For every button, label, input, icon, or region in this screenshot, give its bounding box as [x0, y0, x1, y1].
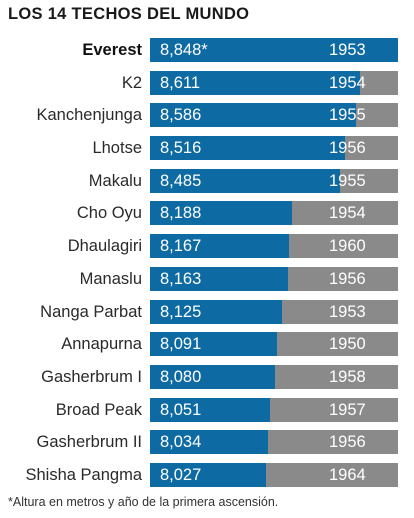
bar-row: Everest 8,848* 1953 [0, 35, 414, 68]
year-label: 1956 [329, 433, 366, 452]
bar-track: 8,091 1950 [150, 332, 398, 357]
bar-row: Gasherbrum II 8,034 1956 [0, 427, 414, 460]
bar-row: K2 8,611 1954 [0, 68, 414, 101]
bar-track: 8,051 1957 [150, 397, 398, 422]
bar-track: 8,167 1960 [150, 234, 398, 259]
bar [150, 299, 283, 324]
footnote: *Altura en metros y año de la primera as… [8, 495, 279, 509]
year-label: 1953 [329, 41, 366, 59]
category-label: K2 [121, 73, 142, 92]
bar-row: Annapurna 8,091 1950 [0, 329, 414, 362]
bar-row: Makalu 8,485 1955 [0, 166, 414, 199]
bar-row: Gasherbrum I 8,080 1958 [0, 362, 414, 395]
bar-row: Nanga Parbat 8,125 1953 [0, 297, 414, 330]
bar-row: Manaslu 8,163 1956 [0, 264, 414, 297]
height-label: 8,125 [160, 302, 202, 321]
bar-row: Lhotse 8,516 1956 [0, 133, 414, 166]
height-label: 8,848* [160, 41, 208, 59]
bar [150, 38, 398, 62]
year-label: 1955 [329, 171, 366, 190]
bar-rows: Everest 8,848* 1953 K2 8,611 1954 Kanchenjunga… [0, 35, 414, 493]
bar-track: 8,848* 1953 [150, 38, 398, 62]
bar [150, 136, 345, 161]
bar-track: 8,611 1954 [150, 70, 398, 95]
category-label: Shisha Pangma [25, 465, 143, 484]
year-label: 1956 [329, 139, 366, 158]
height-label: 8,091 [160, 335, 202, 354]
year-label: 1964 [329, 465, 366, 484]
bar-row: Broad Peak 8,051 1957 [0, 395, 414, 428]
bar-row: Shisha Pangma 8,027 1964 [0, 460, 414, 493]
bar-track: 8,188 1954 [150, 201, 398, 226]
bar [150, 234, 289, 259]
category-label: Lhotse [92, 139, 142, 158]
bar-row: Dhaulagiri 8,167 1960 [0, 231, 414, 264]
category-label: Everest [82, 41, 142, 59]
year-label: 1953 [329, 302, 366, 321]
bar-track: 8,034 1956 [150, 430, 398, 455]
bar-track: 8,516 1956 [150, 136, 398, 161]
bar [150, 266, 289, 291]
height-label: 8,163 [160, 269, 202, 288]
bar [150, 103, 357, 128]
bar [150, 430, 268, 455]
bar-row: Cho Oyu 8,188 1954 [0, 198, 414, 231]
height-label: 8,080 [160, 367, 202, 386]
bar-track: 8,163 1956 [150, 266, 398, 291]
bar [150, 397, 271, 422]
bar-track: 8,485 1955 [150, 168, 398, 193]
year-label: 1954 [329, 73, 366, 92]
year-label: 1957 [329, 400, 366, 419]
year-label: 1955 [329, 106, 366, 125]
height-label: 8,586 [160, 106, 202, 125]
category-label: Cho Oyu [76, 204, 142, 223]
year-label: 1954 [329, 204, 366, 223]
category-label: Kanchenjunga [36, 106, 142, 125]
height-label: 8,051 [160, 400, 202, 419]
height-label: 8,485 [160, 171, 202, 190]
height-label: 8,516 [160, 139, 202, 158]
category-label: Annapurna [61, 335, 142, 354]
bar-track: 8,080 1958 [150, 364, 398, 389]
chart-title: LOS 14 TECHOS DEL MUNDO [8, 5, 250, 23]
year-label: 1958 [329, 367, 366, 386]
bar [150, 332, 277, 357]
height-label: 8,034 [160, 433, 202, 452]
height-label: 8,027 [160, 465, 202, 484]
bar-track: 8,125 1953 [150, 299, 398, 324]
year-label: 1956 [329, 269, 366, 288]
category-label: Nanga Parbat [40, 302, 142, 321]
height-label: 8,188 [160, 204, 202, 223]
year-label: 1950 [329, 335, 366, 354]
height-label: 8,611 [160, 73, 201, 92]
bar-row: Kanchenjunga 8,586 1955 [0, 100, 414, 133]
bar [150, 462, 267, 487]
category-label: Dhaulagiri [67, 237, 142, 256]
bar [150, 364, 275, 389]
category-label: Gasherbrum II [36, 433, 142, 452]
bar [150, 70, 361, 95]
category-label: Makalu [88, 171, 142, 190]
bar [150, 201, 293, 226]
bar [150, 168, 340, 193]
year-label: 1960 [329, 237, 366, 256]
bar-track: 8,027 1964 [150, 462, 398, 487]
category-label: Gasherbrum I [41, 367, 142, 386]
height-label: 8,167 [160, 237, 202, 256]
category-label: Manaslu [79, 269, 142, 288]
bar-track: 8,586 1955 [150, 103, 398, 128]
category-label: Broad Peak [55, 400, 142, 419]
